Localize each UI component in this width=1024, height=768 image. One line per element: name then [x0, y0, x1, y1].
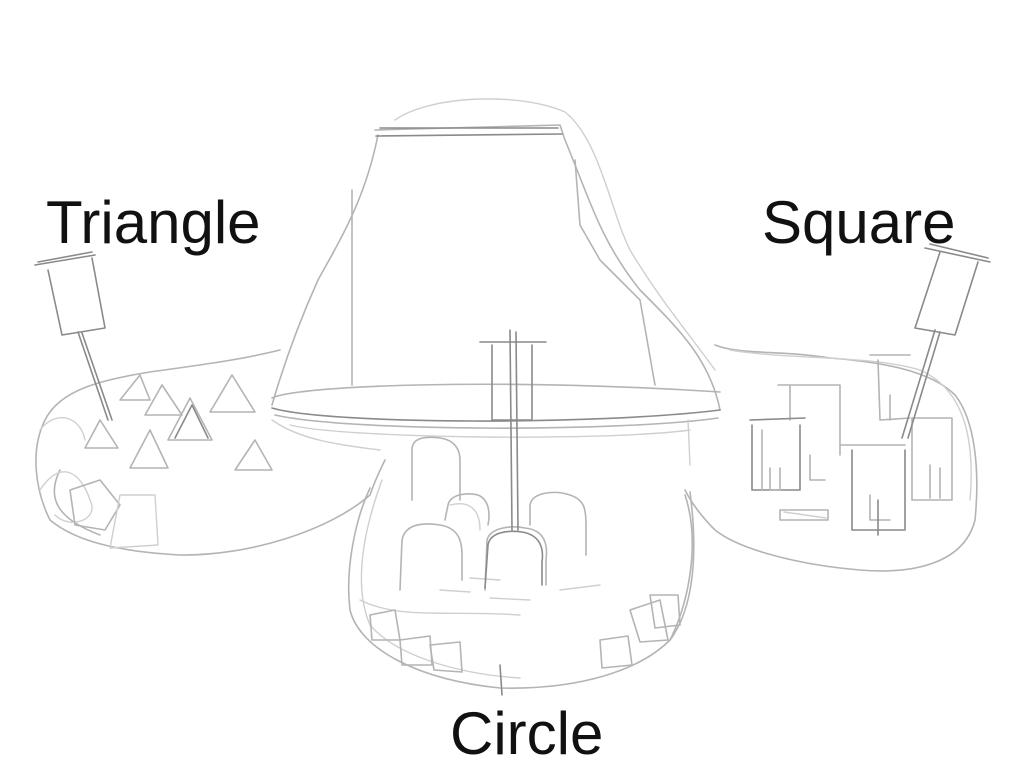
left-island — [35, 349, 386, 556]
square-flag — [901, 243, 991, 439]
triangle-flag — [34, 251, 113, 421]
circle-label: Circle — [450, 700, 604, 767]
center-island — [347, 479, 695, 696]
right-island — [684, 344, 978, 572]
square-label: Square — [762, 189, 956, 256]
round-rocks — [399, 436, 587, 591]
central-mountain — [271, 98, 721, 438]
triangle-label: Triangle — [46, 189, 261, 256]
square-buildings — [749, 354, 953, 536]
circle-flag — [479, 329, 547, 531]
triangle-rocks — [84, 374, 273, 471]
